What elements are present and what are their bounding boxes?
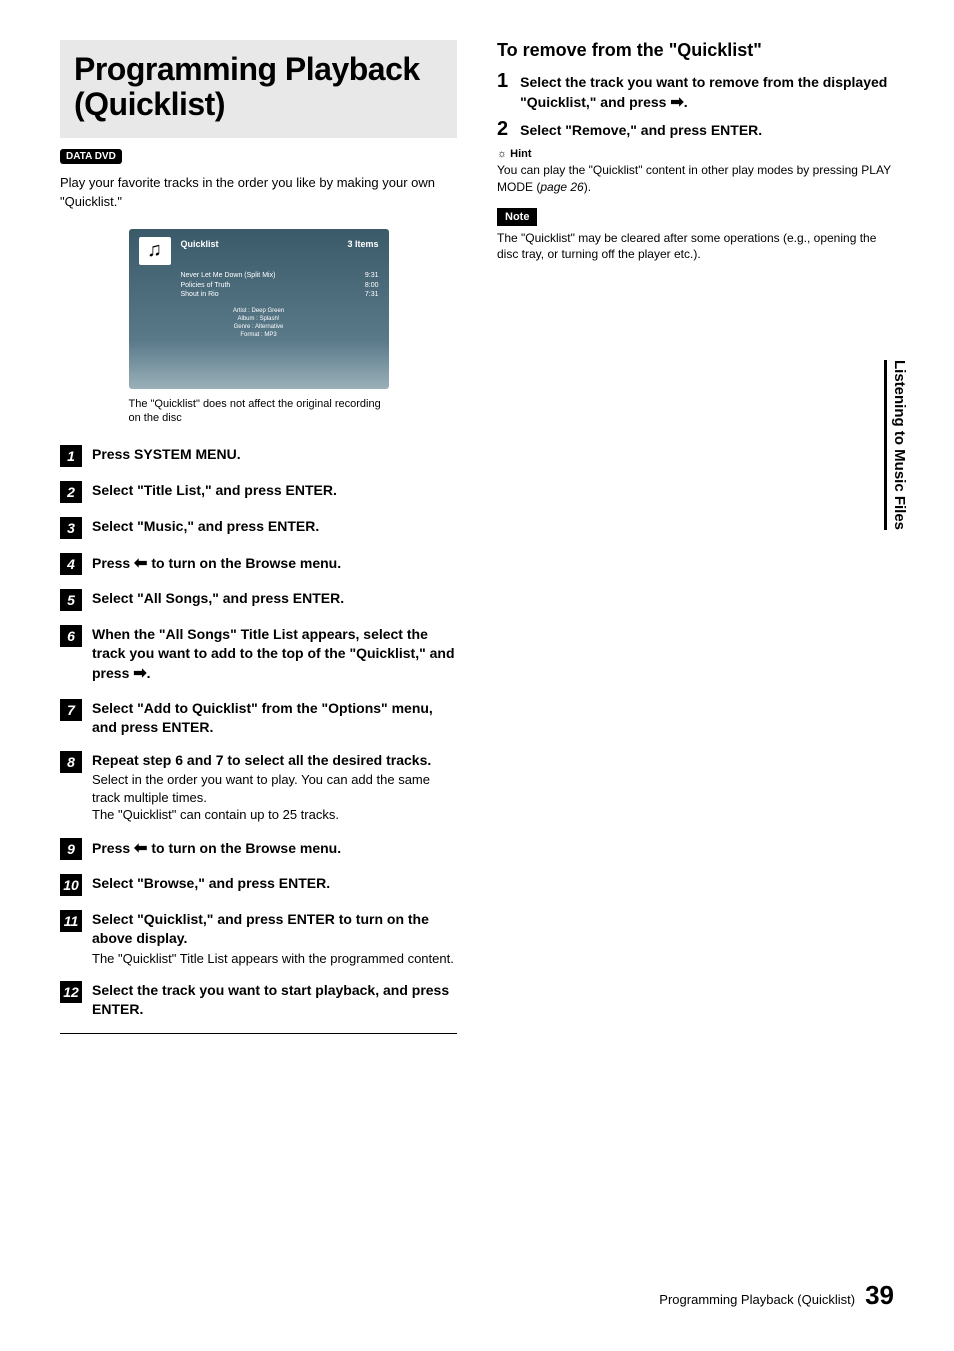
instruction-step: 4 Press ⬅ to turn on the Browse menu.	[60, 553, 457, 575]
step-number: 2	[60, 481, 82, 503]
instruction-step: 5 Select "All Songs," and press ENTER.	[60, 589, 457, 611]
step-number: 3	[60, 517, 82, 539]
screenshot-track-row: Shout in Rio7:31	[181, 290, 379, 300]
screenshot-meta-line: Album : Splash!	[139, 316, 379, 324]
step-body: Press ⬅ to turn on the Browse menu.	[92, 553, 457, 575]
instruction-step: 6 When the "All Songs" Title List appears…	[60, 625, 457, 684]
side-tab: Listening to Music Files	[884, 360, 908, 530]
main-title-box: Programming Playback (Quicklist)	[60, 40, 457, 138]
intro-text: Play your favorite tracks in the order y…	[60, 174, 457, 210]
step-body: Select "Browse," and press ENTER.	[92, 874, 457, 893]
instruction-step: 9 Press ⬅ to turn on the Browse menu.	[60, 838, 457, 860]
data-dvd-badge: DATA DVD	[60, 149, 122, 164]
arrow-icon: ➡	[670, 94, 683, 111]
step-body: Select the track you want to start playb…	[92, 981, 457, 1019]
section-divider	[60, 1033, 457, 1034]
arrow-icon: ➡	[133, 665, 146, 682]
remove-step-body: Select the track you want to remove from…	[520, 71, 894, 113]
instruction-step: 8 Repeat step 6 and 7 to select all the d…	[60, 751, 457, 825]
screenshot-title: Quicklist	[181, 239, 219, 249]
instruction-step: 3 Select "Music," and press ENTER.	[60, 517, 457, 539]
step-subtext: The "Quicklist" Title List appears with …	[92, 950, 457, 968]
step-number: 11	[60, 910, 82, 932]
instruction-step: 11 Select "Quicklist," and press ENTER to…	[60, 910, 457, 967]
instruction-step: 12 Select the track you want to start pla…	[60, 981, 457, 1019]
screenshot-meta-line: Format : MP3	[139, 332, 379, 340]
main-title: Programming Playback (Quicklist)	[74, 52, 443, 122]
remove-step-number: 1	[497, 71, 508, 91]
step-body: Press SYSTEM MENU.	[92, 445, 457, 464]
screenshot-meta-line: Artist : Deep Green	[139, 308, 379, 316]
page-number: 39	[865, 1280, 894, 1311]
instruction-step: 1 Press SYSTEM MENU.	[60, 445, 457, 467]
step-number: 12	[60, 981, 82, 1003]
step-body: When the "All Songs" Title List appears,…	[92, 625, 457, 684]
hint-text: You can play the "Quicklist" content in …	[497, 162, 894, 194]
instruction-step: 10 Select "Browse," and press ENTER.	[60, 874, 457, 896]
screenshot-track-row: Never Let Me Down (Split Mix)9:31	[181, 271, 379, 281]
remove-step-number: 2	[497, 119, 508, 139]
remove-step: 1 Select the track you want to remove fro…	[497, 71, 894, 113]
remove-step-body: Select "Remove," and press ENTER.	[520, 119, 762, 140]
step-number: 5	[60, 589, 82, 611]
step-body: Select "Quicklist," and press ENTER to t…	[92, 910, 457, 967]
step-body: Repeat step 6 and 7 to select all the de…	[92, 751, 457, 825]
step-body: Select "Title List," and press ENTER.	[92, 481, 457, 500]
step-body: Select "Add to Quicklist" from the "Opti…	[92, 699, 457, 737]
note-text: The "Quicklist" may be cleared after som…	[497, 230, 894, 262]
step-number: 6	[60, 625, 82, 647]
step-body: Press ⬅ to turn on the Browse menu.	[92, 838, 457, 860]
music-note-icon: ♫	[139, 237, 171, 265]
screenshot-container: ♫ Quicklist 3 Items Never Let Me Down (S…	[60, 229, 457, 426]
note-label: Note	[497, 208, 537, 226]
step-body: Select "All Songs," and press ENTER.	[92, 589, 457, 608]
screenshot-caption: The "Quicklist" does not affect the orig…	[129, 397, 389, 426]
quicklist-screenshot: ♫ Quicklist 3 Items Never Let Me Down (S…	[129, 229, 389, 389]
screenshot-track-row: Policies of Truth8:00	[181, 281, 379, 291]
page-footer: Programming Playback (Quicklist) 39	[659, 1280, 894, 1311]
step-body: Select "Music," and press ENTER.	[92, 517, 457, 536]
footer-text: Programming Playback (Quicklist)	[659, 1292, 855, 1307]
screenshot-count: 3 Items	[347, 239, 378, 249]
remove-step: 2 Select "Remove," and press ENTER.	[497, 119, 894, 140]
instruction-step: 2 Select "Title List," and press ENTER.	[60, 481, 457, 503]
screenshot-meta-line: Genre : Alternative	[139, 324, 379, 332]
remove-section-title: To remove from the "Quicklist"	[497, 40, 894, 61]
step-subtext: Select in the order you want to play. Yo…	[92, 771, 457, 824]
step-number: 8	[60, 751, 82, 773]
arrow-icon: ⬅	[134, 840, 147, 857]
step-number: 1	[60, 445, 82, 467]
arrow-icon: ⬅	[134, 555, 147, 572]
step-number: 9	[60, 838, 82, 860]
hint-label: Hint	[497, 148, 894, 160]
step-number: 10	[60, 874, 82, 896]
step-number: 7	[60, 699, 82, 721]
instruction-step: 7 Select "Add to Quicklist" from the "Opt…	[60, 699, 457, 737]
step-number: 4	[60, 553, 82, 575]
